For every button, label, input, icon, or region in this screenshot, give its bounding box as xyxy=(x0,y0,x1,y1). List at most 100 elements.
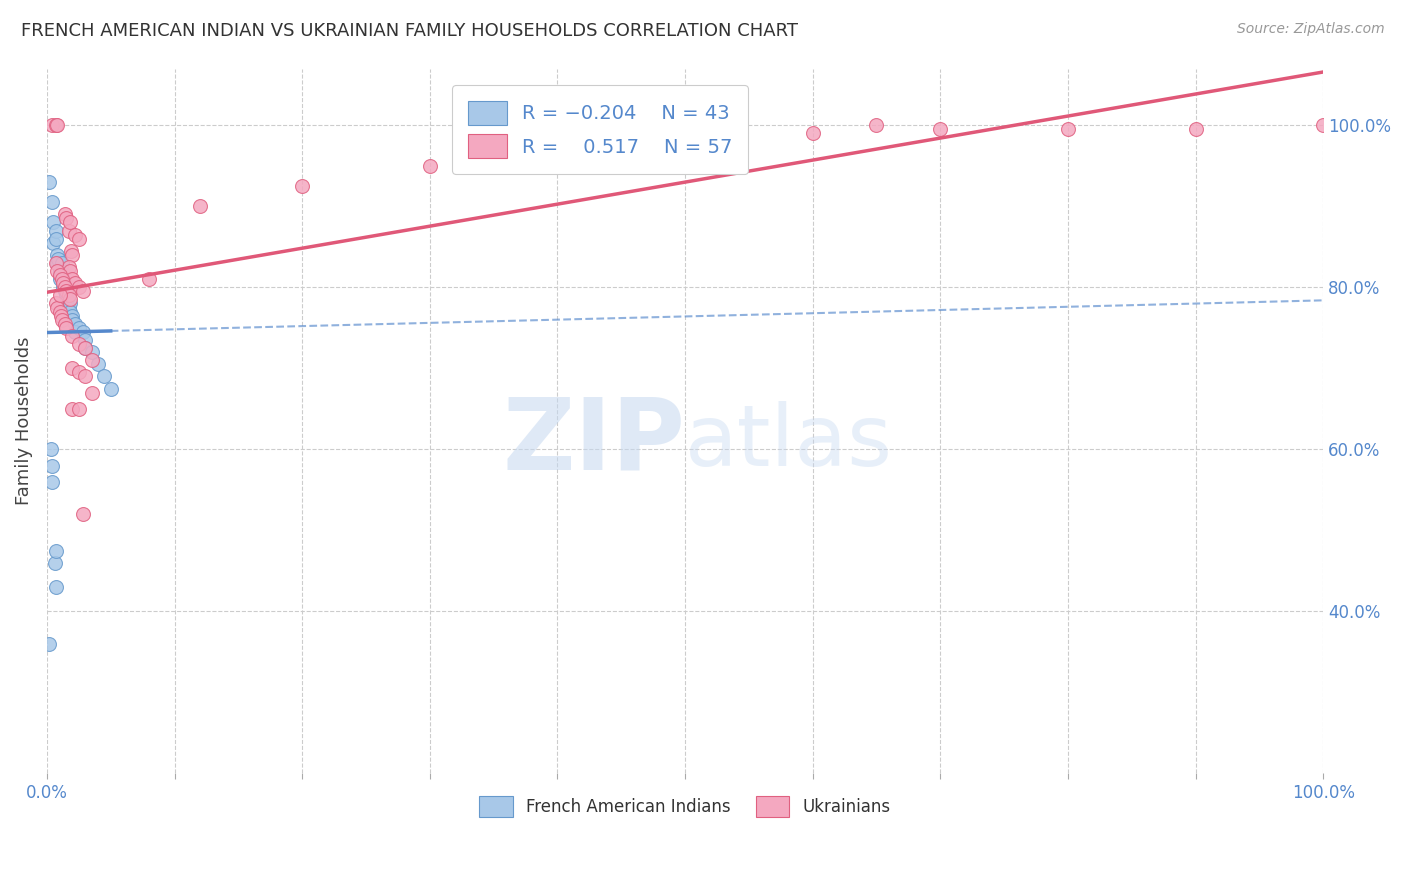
Point xyxy=(52,280,75,294)
Point xyxy=(58,223,80,237)
Point xyxy=(45,580,67,594)
Legend: French American Indians, Ukrainians: French American Indians, Ukrainians xyxy=(471,788,898,825)
Point xyxy=(93,369,115,384)
Point xyxy=(75,369,97,384)
Point xyxy=(75,333,97,347)
Point xyxy=(39,442,62,457)
Point xyxy=(48,272,70,286)
Point xyxy=(46,264,69,278)
Point xyxy=(46,248,69,262)
Point xyxy=(55,288,77,302)
Point xyxy=(291,179,314,194)
Point xyxy=(80,385,103,400)
Point xyxy=(419,159,441,173)
Point xyxy=(49,309,72,323)
Point xyxy=(72,507,94,521)
Point xyxy=(80,353,103,368)
Point xyxy=(67,280,90,294)
Text: ZIP: ZIP xyxy=(502,393,685,491)
Point xyxy=(59,215,82,229)
Point xyxy=(929,122,952,136)
Point xyxy=(63,317,86,331)
Point xyxy=(53,207,76,221)
Point xyxy=(45,223,67,237)
Point xyxy=(46,118,69,132)
Point xyxy=(80,345,103,359)
Point xyxy=(58,288,80,302)
Point xyxy=(801,126,824,140)
Point xyxy=(62,329,84,343)
Point xyxy=(1184,122,1206,136)
Point xyxy=(53,277,76,291)
Point xyxy=(46,301,69,315)
Point xyxy=(572,143,595,157)
Point xyxy=(41,475,63,489)
Point xyxy=(41,458,63,473)
Point xyxy=(55,211,77,226)
Point xyxy=(59,296,82,310)
Point xyxy=(138,272,160,286)
Point xyxy=(45,296,67,310)
Point xyxy=(55,296,77,310)
Point xyxy=(51,264,73,278)
Point xyxy=(48,252,70,266)
Point xyxy=(42,215,65,229)
Point xyxy=(62,401,84,416)
Point xyxy=(59,304,82,318)
Point xyxy=(63,325,86,339)
Point xyxy=(51,256,73,270)
Point xyxy=(41,118,63,132)
Text: Source: ZipAtlas.com: Source: ZipAtlas.com xyxy=(1237,22,1385,37)
Point xyxy=(62,309,84,323)
Point xyxy=(51,272,73,286)
Text: atlas: atlas xyxy=(685,401,893,483)
Point xyxy=(53,285,76,299)
Point xyxy=(45,256,67,270)
Y-axis label: Family Households: Family Households xyxy=(15,336,32,505)
Point xyxy=(48,304,70,318)
Point xyxy=(52,277,75,291)
Point xyxy=(46,256,69,270)
Point xyxy=(45,118,67,132)
Point xyxy=(45,232,67,246)
Point xyxy=(63,277,86,291)
Point xyxy=(58,301,80,315)
Point xyxy=(52,272,75,286)
Point xyxy=(1312,118,1334,132)
Point xyxy=(75,341,97,355)
Point xyxy=(673,138,696,153)
Point xyxy=(75,341,97,355)
Point xyxy=(62,312,84,326)
Point xyxy=(72,325,94,339)
Point xyxy=(100,382,122,396)
Point xyxy=(59,264,82,278)
Point xyxy=(53,280,76,294)
Point xyxy=(45,543,67,558)
Point xyxy=(49,268,72,282)
Point xyxy=(53,317,76,331)
Point xyxy=(41,195,63,210)
Point xyxy=(56,293,79,307)
Text: FRENCH AMERICAN INDIAN VS UKRAINIAN FAMILY HOUSEHOLDS CORRELATION CHART: FRENCH AMERICAN INDIAN VS UKRAINIAN FAMI… xyxy=(21,22,799,40)
Point xyxy=(67,232,90,246)
Point xyxy=(87,357,110,371)
Point xyxy=(48,288,70,302)
Point xyxy=(55,320,77,334)
Point xyxy=(62,361,84,376)
Point xyxy=(51,312,73,326)
Point xyxy=(63,227,86,242)
Point xyxy=(38,637,60,651)
Point xyxy=(62,248,84,262)
Point xyxy=(62,272,84,286)
Point xyxy=(42,235,65,250)
Point xyxy=(188,199,211,213)
Point xyxy=(38,175,60,189)
Point xyxy=(59,293,82,307)
Point xyxy=(60,244,83,258)
Point xyxy=(67,365,90,379)
Point xyxy=(865,118,887,132)
Point xyxy=(1057,122,1080,136)
Point xyxy=(67,337,90,351)
Point xyxy=(55,285,77,299)
Point xyxy=(48,268,70,282)
